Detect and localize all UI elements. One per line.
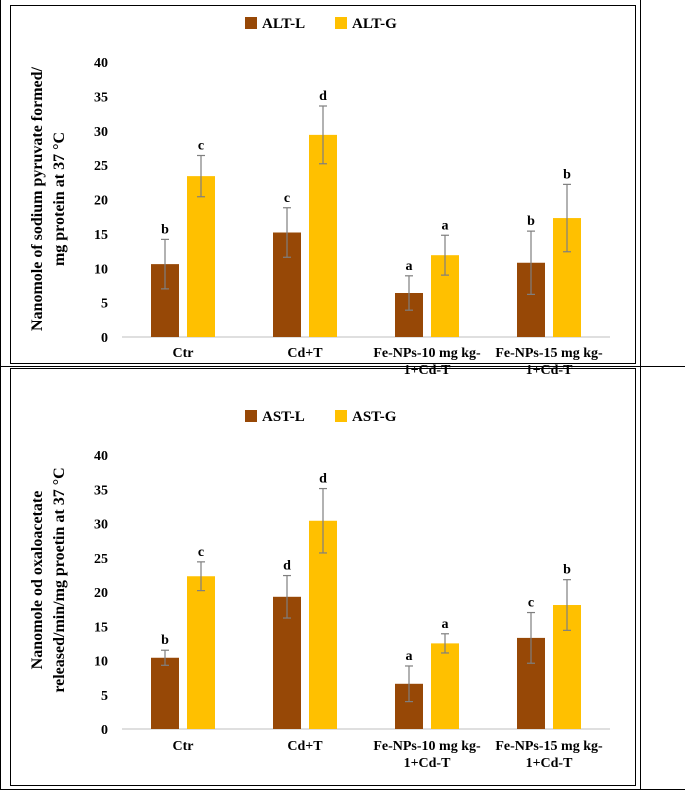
x-tick-label-2: Cd+T — [287, 739, 323, 754]
bar-ast-g-3 — [431, 643, 459, 729]
legend-label-alt-g: ALT-G — [352, 16, 397, 32]
table-border-right — [640, 0, 641, 790]
x-tick-label-3: Fe-NPs-10 mg kg- 1+Cd-T — [373, 739, 481, 771]
significance-letter: b — [161, 222, 169, 237]
bar-ast-g-2 — [309, 520, 337, 729]
x-tick-label-line: Ctr — [173, 346, 194, 361]
x-tick-label-3: Fe-NPs-10 mg kg- 1+Cd-T — [373, 346, 481, 378]
x-tick-label-line: Cd+T — [287, 739, 323, 754]
x-tick-label-1: Ctr — [173, 346, 194, 361]
chart-2: 0 5 10 15 20 25 30 35 40 Nanomole od oxaloacetate… — [29, 409, 610, 771]
y-tick-label: 5 — [101, 297, 108, 312]
significance-letter: c — [284, 191, 290, 206]
x-tick-label-line: 1+Cd-T — [526, 756, 574, 771]
y-tick-label: 5 — [101, 689, 108, 704]
y-tick-label: 30 — [94, 518, 108, 533]
bar-ast-l-1 — [151, 657, 179, 729]
x-tick-label-line: Cd+T — [287, 346, 323, 361]
significance-letter: b — [161, 633, 169, 648]
legend-label-alt-l: ALT-L — [262, 16, 305, 32]
y-axis-label: Nanomole of sodium pyruvate formed/mg pr… — [29, 66, 68, 331]
significance-letter: a — [442, 617, 449, 632]
significance-letter: c — [528, 596, 534, 611]
x-tick-label-line: 1+Cd-T — [526, 363, 574, 378]
y-tick-label: 15 — [94, 228, 108, 243]
y-tick-label: 25 — [94, 552, 108, 567]
x-tick-label-line: Fe-NPs-10 mg kg- — [373, 739, 481, 754]
y-tick-label: 35 — [94, 90, 108, 105]
x-tick-label-line: Ctr — [173, 739, 194, 754]
table-border-left — [0, 0, 1, 790]
y-axis-label-line: Nanomole of sodium pyruvate formed/ — [29, 66, 46, 331]
x-tick-label-line: Fe-NPs-15 mg kg- — [495, 739, 603, 754]
significance-letter: c — [198, 545, 204, 560]
significance-letter: b — [527, 214, 535, 229]
significance-letter: a — [406, 259, 413, 274]
x-tick-label-2: Cd+T — [287, 346, 323, 361]
y-tick-label: 15 — [94, 620, 108, 635]
x-tick-label-line: Fe-NPs-15 mg kg- — [495, 346, 603, 361]
bottom-chart-frame — [10, 368, 636, 786]
significance-letter: b — [563, 167, 571, 182]
bar-alt-g-1 — [187, 176, 215, 337]
significance-letter: b — [563, 563, 571, 578]
significance-letter: a — [406, 649, 413, 664]
y-tick-label: 0 — [101, 723, 108, 738]
x-tick-label-line: 1+Cd-T — [404, 363, 452, 378]
x-tick-label-line: Fe-NPs-10 mg kg- — [373, 346, 481, 361]
y-tick-label: 25 — [94, 159, 108, 174]
legend-swatch-alt-g — [335, 17, 347, 29]
y-tick-label: 40 — [94, 449, 108, 464]
x-tick-label-4: Fe-NPs-15 mg kg- 1+Cd-T — [495, 739, 603, 771]
significance-letter: c — [198, 139, 204, 154]
top-chart-frame — [10, 5, 636, 364]
x-tick-label-4: Fe-NPs-15 mg kg- 1+Cd-T — [495, 346, 603, 378]
y-axis-label: Nanomole od oxaloacetate released/min/mg … — [29, 467, 68, 692]
y-tick-label: 30 — [94, 125, 108, 140]
legend-label-ast-l: AST-L — [262, 409, 305, 425]
x-tick-label-1: Ctr — [173, 739, 194, 754]
y-tick-label: 0 — [101, 331, 108, 346]
legend-label-ast-g: AST-G — [352, 409, 397, 425]
significance-letter: d — [283, 559, 291, 574]
chart-1: 0 5 10 15 20 25 30 35 40 Nanomole of sodium pyruv… — [29, 16, 610, 378]
bar-alt-g-2 — [309, 134, 337, 337]
table-border-middle — [0, 366, 685, 367]
bar-ast-g-1 — [187, 576, 215, 729]
significance-letter: d — [319, 89, 327, 104]
y-axis-label-line: released/min/mg proetin at 37 °C — [51, 467, 68, 692]
bar-ast-l-2 — [273, 596, 301, 729]
legend-swatch-alt-l — [245, 17, 257, 29]
x-tick-label-line: 1+Cd-T — [404, 756, 452, 771]
y-axis-label-line: Nanomole od oxaloacetate — [29, 491, 46, 670]
y-tick-label: 20 — [94, 194, 108, 209]
legend-swatch-ast-l — [245, 410, 257, 422]
significance-letter: d — [319, 472, 327, 487]
y-tick-label: 10 — [94, 655, 108, 670]
y-tick-label: 20 — [94, 586, 108, 601]
legend-swatch-ast-g — [335, 410, 347, 422]
significance-letter: a — [442, 218, 449, 233]
y-axis-label-line: mg protein at 37 °C — [51, 132, 68, 266]
y-tick-label: 10 — [94, 262, 108, 277]
y-tick-label: 40 — [94, 56, 108, 71]
y-tick-label: 35 — [94, 483, 108, 498]
